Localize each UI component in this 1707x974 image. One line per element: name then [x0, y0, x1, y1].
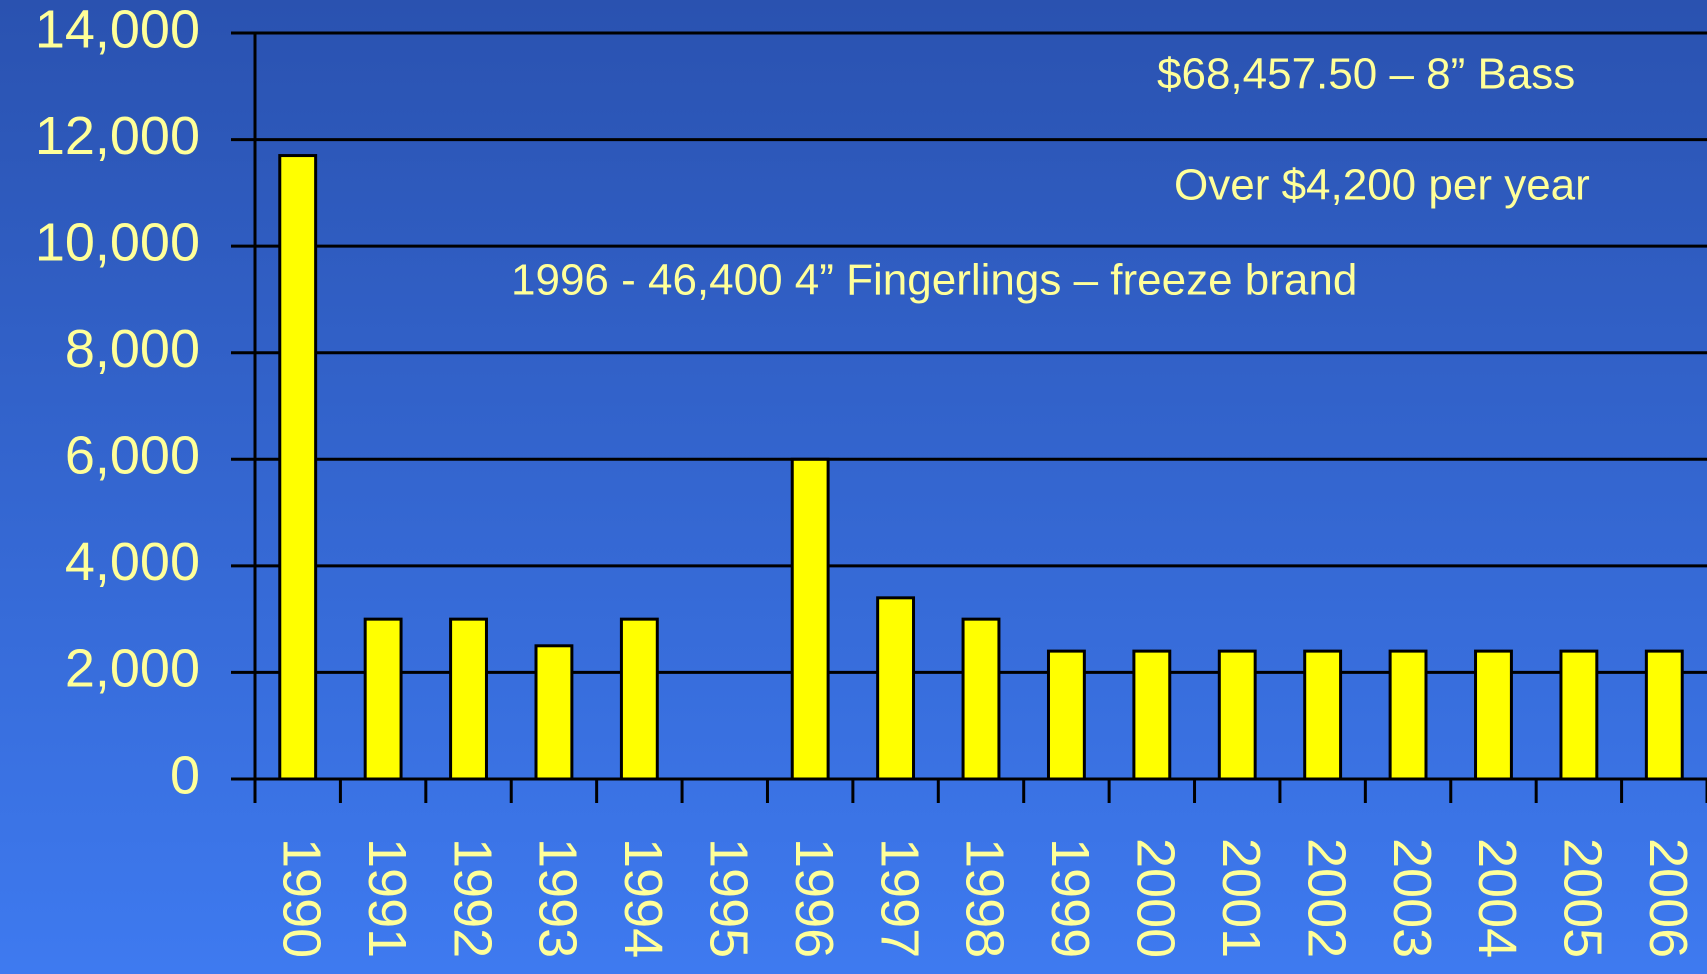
x-tick-label: 2006: [1638, 838, 1698, 958]
bar: [1303, 649, 1343, 781]
y-tick-label: 0: [170, 745, 200, 805]
bar: [534, 644, 574, 781]
bar: [876, 596, 916, 781]
bar: [278, 154, 318, 781]
x-tick-label: 1992: [442, 838, 502, 958]
bar: [1132, 649, 1172, 781]
y-tick-label: 8,000: [65, 319, 200, 379]
y-tick-label: 14,000: [35, 0, 200, 59]
x-tick-label: 1993: [528, 838, 588, 958]
bar: [1559, 649, 1599, 781]
x-tick-label: 1994: [613, 838, 673, 958]
bar: [1217, 649, 1257, 781]
x-tick-label: 2004: [1467, 838, 1527, 958]
x-tick-label: 1991: [357, 838, 417, 958]
bar: [363, 617, 403, 781]
x-tick-label: 2001: [1211, 838, 1271, 958]
x-tick-label: 1997: [869, 838, 929, 958]
bar: [1388, 649, 1428, 781]
bar: [1644, 649, 1684, 781]
y-tick-label: 2,000: [65, 639, 200, 699]
bar: [790, 457, 830, 781]
y-tick-label: 10,000: [35, 212, 200, 272]
x-tick-label: 2005: [1553, 838, 1613, 958]
x-tick-label: 2003: [1382, 838, 1442, 958]
x-tick-label: 1996: [784, 838, 844, 958]
x-tick-label: 1999: [1040, 838, 1100, 958]
x-tick-label: 1998: [955, 838, 1015, 958]
y-tick-label: 4,000: [65, 532, 200, 592]
y-tick-label: 12,000: [35, 106, 200, 166]
y-tick-label: 6,000: [65, 426, 200, 486]
x-tick-label: 1990: [271, 838, 331, 958]
bar: [1046, 649, 1086, 781]
x-tick-label: 2000: [1126, 838, 1186, 958]
bar: [1474, 649, 1513, 781]
annotation: Over $4,200 per year: [1174, 161, 1590, 210]
bar: [449, 617, 488, 781]
bar: [961, 617, 1001, 781]
bar: [619, 617, 659, 781]
x-tick-label: 2002: [1296, 838, 1356, 958]
annotation: 1996 - 46,400 4” Fingerlings – freeze br…: [511, 256, 1357, 305]
x-tick-label: 1995: [698, 838, 758, 958]
annotation: $68,457.50 – 8” Bass: [1157, 50, 1575, 99]
